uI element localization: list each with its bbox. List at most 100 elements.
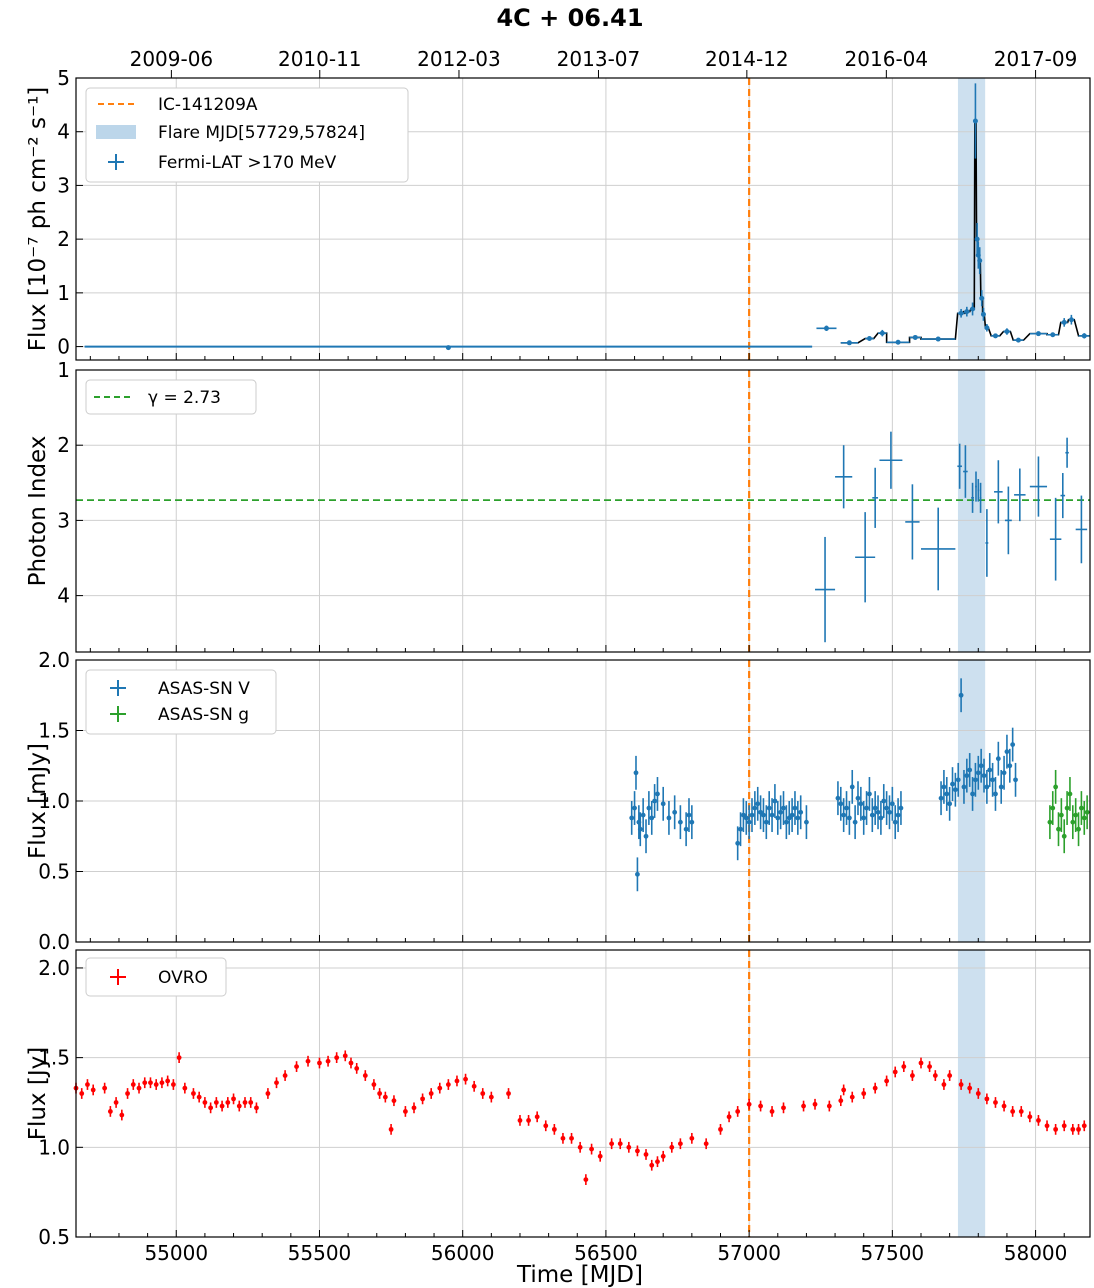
ovro-point <box>437 1082 443 1094</box>
asas-point <box>752 791 758 825</box>
panel-frame <box>75 369 1091 653</box>
ovro-point-marker <box>334 1055 340 1061</box>
ovro-point <box>517 1115 523 1126</box>
ovro-point-marker <box>1027 1114 1033 1120</box>
asas-point-marker <box>967 767 973 773</box>
ovro-point-marker <box>325 1058 331 1064</box>
asas-point <box>878 801 884 835</box>
x-tick-label: 57500 <box>861 1241 925 1265</box>
asas-point-marker <box>938 795 944 801</box>
index-point <box>855 512 876 603</box>
fermi-point <box>445 345 451 351</box>
ovro-point <box>975 1088 981 1099</box>
ovro-point <box>758 1100 763 1112</box>
asas-point <box>646 791 652 825</box>
index-point <box>872 467 879 528</box>
asas-point <box>632 791 637 825</box>
ovro-point-marker <box>635 1148 640 1154</box>
top-date-label: 2010-11 <box>278 47 362 71</box>
top-date-label: 2016-04 <box>845 47 929 71</box>
ovro-point <box>113 1097 119 1108</box>
index-point <box>1075 495 1088 564</box>
fermi-point-marker <box>846 340 852 346</box>
asas-point-marker <box>1058 812 1064 818</box>
y-axis-label: Flux [mJy] <box>25 743 51 859</box>
asas-point <box>864 791 869 825</box>
asas-point-marker <box>781 805 786 811</box>
fermi-point <box>991 333 1000 339</box>
ovro-point <box>910 1070 915 1081</box>
asas-point-marker <box>635 871 640 877</box>
legend: OVRO <box>85 957 227 997</box>
ovro-point-marker <box>726 1114 732 1120</box>
asas-point <box>1056 812 1061 847</box>
ovro-point-marker <box>377 1091 383 1096</box>
ovro-point-marker <box>560 1135 566 1141</box>
fermi-point <box>1013 337 1024 343</box>
ovro-point <box>838 1095 844 1107</box>
ovro-point-marker <box>213 1100 219 1105</box>
asas-point <box>869 798 875 833</box>
ovro-point <box>254 1102 259 1114</box>
asas-point-marker <box>952 787 958 793</box>
asas-point <box>898 791 904 825</box>
ovro-point-marker <box>142 1080 148 1086</box>
ovro-point <box>655 1156 660 1168</box>
ovro-point <box>317 1057 322 1069</box>
legend: γ = 2.73 <box>85 379 257 415</box>
asas-point <box>938 781 944 816</box>
asas-point <box>1047 805 1053 840</box>
asas-point <box>1010 727 1016 762</box>
ovro-point <box>170 1079 176 1090</box>
asas-point-marker <box>761 812 766 818</box>
ovro-point-marker <box>947 1073 953 1078</box>
ovro-point <box>927 1061 932 1072</box>
asas-point-marker <box>778 809 784 815</box>
ovro-point <box>90 1084 96 1096</box>
asas-point-marker <box>987 767 993 773</box>
asas-point-marker <box>1079 805 1084 811</box>
legend-box <box>85 669 277 735</box>
asas-point-marker <box>660 801 666 807</box>
asas-point <box>1064 791 1070 825</box>
index-point <box>835 445 853 509</box>
ovro-point-marker <box>892 1069 898 1075</box>
ovro-point-marker <box>551 1126 557 1132</box>
top-date-label: 2009-06 <box>130 47 214 71</box>
ovro-point-marker <box>113 1100 119 1105</box>
asas-point-marker <box>795 815 801 821</box>
ovro-point-marker <box>231 1096 236 1102</box>
index-point <box>879 431 903 489</box>
asas-point-marker <box>749 812 755 818</box>
asas-point-marker <box>858 801 864 807</box>
ovro-point <box>403 1106 408 1117</box>
asas-point-marker <box>981 773 987 779</box>
ovro-point <box>377 1088 383 1099</box>
asas-point-marker <box>995 756 1001 762</box>
asas-point <box>795 801 801 835</box>
ovro-point <box>242 1097 248 1108</box>
asas-point-marker <box>1004 749 1010 755</box>
asas-point <box>1081 801 1087 835</box>
asas-point-marker <box>632 805 637 811</box>
ovro-point <box>231 1093 236 1105</box>
panel-frame <box>75 949 1091 1238</box>
ovro-point <box>1076 1123 1081 1135</box>
ovro-point <box>236 1100 242 1112</box>
ovro-point <box>488 1091 494 1103</box>
fermi-point <box>1060 318 1068 327</box>
x-tick-label: 56000 <box>431 1241 495 1265</box>
asas-point-marker <box>1064 805 1070 811</box>
legend: IC-141209A Flare MJD[57729,57824] Fermi-LA… <box>85 87 409 183</box>
y-tick-label: 4 <box>57 120 70 144</box>
asas-point <box>798 795 804 830</box>
fermi-point-marker <box>866 336 872 342</box>
asas-point-marker <box>1013 777 1018 783</box>
y-tick-label: 1.5 <box>38 1046 70 1070</box>
asas-point-marker <box>944 791 950 797</box>
fermi-point <box>1029 331 1048 337</box>
asas-point <box>892 805 898 840</box>
ovro-point-marker <box>248 1100 254 1105</box>
asas-point-marker <box>640 812 646 818</box>
ovro-point-marker <box>861 1091 867 1096</box>
